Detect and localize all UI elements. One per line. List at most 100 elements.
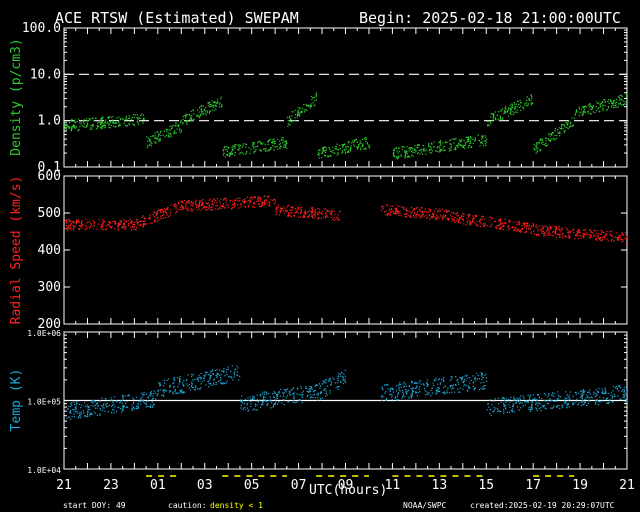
data-point <box>174 203 176 205</box>
data-point <box>621 233 623 236</box>
data-point <box>457 378 459 381</box>
data-point <box>173 385 175 388</box>
data-point <box>453 217 455 219</box>
data-point <box>539 139 541 141</box>
data-point <box>591 397 593 399</box>
data-point <box>435 217 438 220</box>
data-point <box>494 111 496 113</box>
data-point <box>405 151 407 153</box>
data-point <box>212 370 214 372</box>
data-point <box>245 152 248 154</box>
data-point <box>293 392 295 394</box>
data-point <box>99 400 101 402</box>
data-point <box>275 208 277 211</box>
data-point <box>317 207 319 210</box>
data-point <box>212 104 214 107</box>
data-point <box>311 215 313 217</box>
data-point <box>257 203 259 205</box>
data-point <box>490 217 492 219</box>
data-point <box>409 156 411 158</box>
data-point <box>69 406 71 408</box>
data-point <box>540 139 542 141</box>
data-point <box>143 217 145 220</box>
data-point <box>176 392 178 395</box>
data-point <box>554 230 557 232</box>
data-point <box>623 390 625 392</box>
data-point <box>460 140 463 142</box>
data-point <box>583 402 585 404</box>
data-point <box>515 103 517 105</box>
data-point <box>253 151 255 153</box>
data-point <box>233 203 236 205</box>
data-point <box>598 111 600 113</box>
data-point <box>619 102 621 104</box>
data-point <box>390 205 392 207</box>
data-point <box>602 107 604 109</box>
data-point <box>260 149 262 152</box>
data-point <box>312 216 314 219</box>
data-point <box>485 136 487 139</box>
data-point <box>442 142 444 144</box>
data-point <box>489 216 491 218</box>
data-point <box>463 139 465 142</box>
data-point <box>429 152 431 154</box>
data-point <box>297 208 299 210</box>
data-point <box>155 398 157 400</box>
data-point <box>320 212 322 214</box>
data-point <box>491 113 493 115</box>
data-point <box>94 404 96 406</box>
data-point <box>164 210 166 212</box>
data-point <box>141 400 143 402</box>
data-point <box>205 114 207 116</box>
data-point <box>604 387 606 389</box>
data-point <box>365 140 367 143</box>
data-point <box>208 383 210 385</box>
data-point <box>458 142 460 144</box>
data-point <box>224 206 226 209</box>
data-point <box>619 239 621 241</box>
data-point <box>401 395 404 398</box>
data-point <box>535 403 537 406</box>
data-point <box>531 407 533 409</box>
data-point <box>505 407 507 409</box>
data-point <box>298 399 300 401</box>
data-point <box>185 120 187 122</box>
data-point <box>108 115 110 118</box>
data-point <box>615 236 617 238</box>
data-point <box>69 229 72 231</box>
data-point <box>297 114 300 116</box>
data-point <box>563 124 565 126</box>
data-point <box>401 397 403 399</box>
data-point <box>313 212 315 214</box>
data-point <box>191 373 193 375</box>
data-point <box>330 380 332 382</box>
data-point <box>425 153 427 155</box>
data-point <box>100 121 102 123</box>
data-point <box>330 211 333 213</box>
data-point <box>532 394 534 396</box>
data-point <box>601 391 603 394</box>
data-point <box>343 373 345 375</box>
data-point <box>114 222 117 224</box>
data-point <box>611 396 614 398</box>
data-point <box>92 123 94 126</box>
data-point <box>247 400 249 402</box>
data-point <box>489 121 491 123</box>
data-point <box>588 399 590 401</box>
data-point <box>543 232 545 235</box>
data-point <box>212 106 214 108</box>
data-point <box>202 203 204 205</box>
data-point <box>414 150 417 152</box>
data-point <box>389 393 391 395</box>
data-point <box>146 136 148 138</box>
data-point <box>453 220 455 222</box>
data-point <box>435 218 437 220</box>
data-point <box>417 391 419 394</box>
data-point <box>625 238 628 240</box>
data-point <box>388 212 390 215</box>
data-point <box>117 122 119 124</box>
data-point <box>146 147 148 149</box>
data-point <box>220 382 222 384</box>
data-point <box>110 227 112 229</box>
data-point <box>441 219 444 221</box>
